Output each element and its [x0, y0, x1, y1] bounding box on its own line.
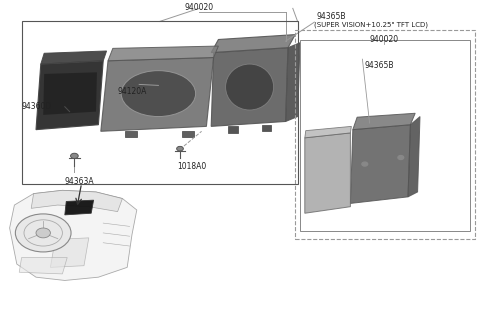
Polygon shape [286, 43, 300, 121]
Bar [295, 30, 475, 239]
Polygon shape [65, 200, 94, 215]
Text: 94120A: 94120A [118, 87, 147, 96]
Polygon shape [50, 238, 89, 267]
Polygon shape [41, 51, 107, 64]
Polygon shape [125, 131, 137, 137]
Polygon shape [101, 57, 214, 131]
Polygon shape [108, 46, 218, 61]
Polygon shape [228, 126, 238, 133]
Circle shape [36, 228, 50, 238]
Polygon shape [408, 116, 420, 197]
Ellipse shape [226, 64, 274, 110]
Polygon shape [211, 48, 288, 126]
Polygon shape [19, 257, 67, 274]
Bar [22, 21, 298, 184]
Polygon shape [36, 61, 103, 130]
Polygon shape [262, 125, 271, 131]
Polygon shape [305, 126, 351, 138]
Text: 1018A0: 1018A0 [178, 162, 207, 172]
Circle shape [15, 214, 71, 252]
Polygon shape [182, 131, 194, 137]
Text: 940020: 940020 [185, 3, 214, 11]
Circle shape [71, 153, 78, 158]
Polygon shape [353, 113, 415, 130]
Ellipse shape [121, 71, 196, 116]
Text: 940020: 940020 [370, 34, 398, 44]
Polygon shape [43, 72, 97, 115]
Text: (SUPER VISION+10.25" TFT LCD): (SUPER VISION+10.25" TFT LCD) [314, 22, 429, 28]
Text: 94360D: 94360D [22, 102, 52, 111]
Text: 94363A: 94363A [65, 177, 95, 186]
Bar [300, 39, 470, 231]
Text: 94365B: 94365B [365, 61, 394, 70]
Polygon shape [350, 125, 410, 203]
Circle shape [362, 162, 368, 166]
Polygon shape [31, 190, 122, 212]
Circle shape [177, 146, 183, 151]
Circle shape [398, 155, 404, 159]
Polygon shape [10, 190, 137, 280]
Polygon shape [305, 133, 350, 213]
Polygon shape [211, 34, 295, 52]
Text: 94365B: 94365B [317, 12, 346, 21]
